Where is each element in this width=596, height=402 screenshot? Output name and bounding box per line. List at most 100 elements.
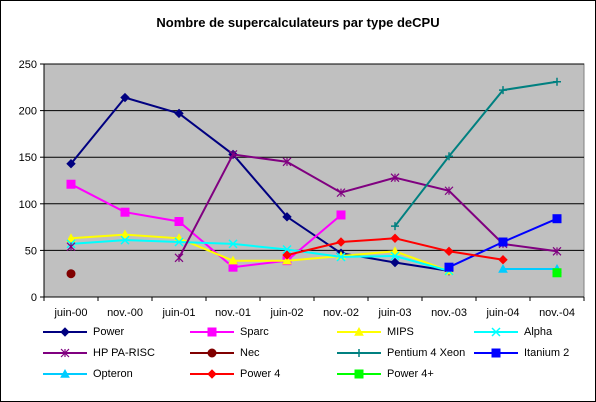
legend-item-alpha: Alpha: [474, 323, 552, 341]
legend-label: Alpha: [524, 326, 553, 338]
data-point-pentium-4-xeon: [499, 86, 507, 95]
legend-swatch: [337, 349, 381, 357]
x-tick-label: juin-03: [377, 307, 411, 319]
x-tick-label: nov.-02: [323, 307, 359, 319]
legend-item-nec: Nec: [190, 344, 260, 362]
data-point-power-4: [498, 255, 508, 265]
legend-label: Pentium 4 Xeon: [387, 347, 466, 359]
data-point-power: [120, 92, 130, 103]
legend-swatch-marker: [60, 327, 70, 337]
data-point-power: [282, 212, 292, 222]
chart-title: Nombre de supercalculateurs par type deC…: [156, 15, 440, 30]
legend-swatch-marker: [354, 327, 364, 336]
legend-item-sparc: Sparc: [190, 323, 269, 341]
legend-item-power-4: Power 4+: [337, 365, 434, 383]
data-point-itanium-2: [552, 214, 562, 224]
data-point-pentium-4-xeon: [445, 152, 453, 161]
legend-item-pentium-4-xeon: Pentium 4 Xeon: [337, 344, 465, 362]
x-tick-label: nov.-01: [215, 307, 251, 319]
data-point-power-4: [444, 246, 454, 257]
line-chart: 0 50 100 150 200 250 juin-00 nov.-00 juin-01 nov.…: [19, 59, 585, 319]
data-point-alpha: [282, 244, 292, 254]
data-point-hp-pa-risc: [444, 186, 454, 196]
data-point-sparc: [120, 207, 130, 217]
series-line-mips: [70, 233, 450, 272]
legend-swatch: [190, 348, 234, 358]
data-point-sparc: [174, 217, 184, 227]
legend-label: MIPS: [387, 326, 414, 338]
data-point-itanium-2: [444, 262, 454, 272]
data-point-mips: [66, 233, 76, 242]
y-tick-label: 250: [19, 59, 37, 71]
series-line-pentium-4-xeon: [394, 80, 558, 227]
data-point-power-4: [552, 268, 562, 278]
legend-item-itanium-2: Itanium 2: [474, 344, 569, 362]
x-tick-label: juin-04: [485, 307, 519, 319]
legend-label: Power 4: [240, 368, 281, 380]
legend-swatch-marker: [491, 327, 501, 337]
x-tick-label: juin-02: [269, 307, 303, 319]
legend-swatch-marker: [207, 348, 217, 358]
data-point-hp-pa-risc: [66, 242, 76, 252]
legend-label: Opteron: [93, 368, 133, 380]
series-line-hp-pa-risc: [178, 153, 558, 259]
data-point-hp-pa-risc: [282, 157, 292, 167]
legend-swatch: [474, 348, 518, 358]
legend-swatch-marker: [354, 369, 364, 379]
data-point-power-4: [390, 233, 400, 243]
legend-label: Power 4+: [387, 368, 434, 380]
y-tick-label: 100: [19, 199, 37, 211]
legend-label: Itanium 2: [524, 347, 570, 359]
legend-label: Sparc: [240, 326, 269, 338]
y-tick-label: 150: [19, 152, 37, 164]
series-line-alpha: [70, 239, 450, 272]
legend-swatch: [474, 327, 518, 337]
legend-item-power: Power: [43, 323, 124, 341]
data-point-power-4: [282, 250, 292, 260]
legend: Power Sparc MIPS Alpha HP PA-RISC Nec Pentium …: [43, 321, 583, 393]
legend-swatch-marker: [60, 369, 70, 378]
legend-swatch: [43, 348, 87, 358]
legend-swatch: [190, 327, 234, 337]
data-point-alpha: [228, 239, 238, 249]
legend-swatch: [43, 327, 87, 337]
legend-label: Power: [93, 326, 125, 338]
data-point-nec: [66, 269, 76, 279]
legend-item-power-4: Power 4: [190, 365, 280, 383]
y-tick-label: 50: [25, 245, 37, 257]
x-tick-label: juin-01: [161, 307, 195, 319]
x-tick-label: nov.-03: [431, 307, 467, 319]
data-point-itanium-2: [498, 237, 508, 247]
legend-item-hp-pa-risc: HP PA-RISC: [43, 344, 155, 362]
x-tick-label: nov.-00: [107, 307, 143, 319]
legend-swatch: [190, 369, 234, 379]
y-tick-label: 0: [31, 292, 37, 304]
data-point-alpha: [390, 251, 400, 261]
series-line-power: [70, 96, 450, 272]
x-tick-label: juin-00: [53, 307, 87, 319]
data-point-hp-pa-risc: [390, 173, 400, 183]
data-point-hp-pa-risc: [336, 188, 346, 198]
legend-swatch-marker: [355, 349, 363, 357]
legend-swatch-marker: [60, 348, 70, 358]
data-point-power: [174, 108, 184, 119]
data-point-alpha: [336, 252, 346, 262]
legend-swatch: [337, 327, 381, 336]
legend-swatch: [337, 369, 381, 379]
legend-swatch-marker: [207, 369, 217, 379]
y-tick-label: 200: [19, 106, 37, 118]
data-point-mips: [390, 246, 400, 256]
legend-swatch-marker: [207, 327, 217, 337]
data-point-hp-pa-risc: [228, 149, 238, 159]
data-point-pentium-4-xeon: [553, 77, 561, 86]
data-point-mips: [120, 229, 130, 239]
legend-label: HP PA-RISC: [93, 347, 155, 359]
data-point-power-4: [336, 237, 346, 247]
legend-item-opteron: Opteron: [43, 365, 133, 383]
data-point-sparc: [66, 179, 76, 189]
data-point-pentium-4-xeon: [391, 222, 399, 231]
data-point-power: [66, 159, 76, 169]
legend-item-mips: MIPS: [337, 323, 414, 341]
data-point-opteron: [498, 264, 508, 273]
